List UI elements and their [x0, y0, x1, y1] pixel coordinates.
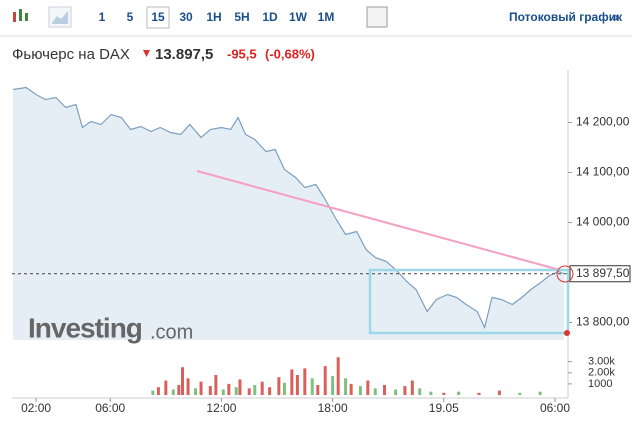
period-button[interactable]: 15 [151, 10, 165, 24]
period-button[interactable]: 5 [127, 10, 134, 24]
table-icon[interactable] [366, 6, 388, 28]
plot: 13 800,00 14 000,00 14 100,00 14 200,00 1000… [12, 70, 631, 415]
last-price-label: 13 897,50 [576, 266, 630, 280]
icon-part [25, 13, 28, 21]
icon-part [13, 12, 16, 22]
volume-bar [247, 388, 251, 395]
change-pct: (-0,68%) [265, 46, 315, 61]
y-tick-label: 14 200,00 [576, 115, 630, 129]
volume-bar [290, 369, 294, 395]
watermark-suffix: .com [150, 321, 193, 343]
volume-bar [277, 377, 281, 395]
volume-bar [234, 387, 238, 395]
volume-bar [383, 385, 387, 395]
x-tick-label: 18:00 [318, 401, 348, 415]
down-arrow [143, 50, 150, 57]
drawing-handle[interactable] [556, 265, 574, 283]
volume-bar [186, 378, 190, 395]
volume-bar [260, 381, 264, 395]
y2-tick-label: 1000 [588, 378, 612, 390]
volume-bar [310, 378, 314, 395]
volume-bar [316, 385, 320, 395]
volume-bar [238, 379, 242, 395]
volume-bar [410, 380, 414, 395]
volume-bar [268, 387, 272, 395]
volume-bar [208, 386, 212, 395]
volume-bar [358, 386, 362, 395]
volume-bar [497, 390, 501, 395]
volume-bar [303, 368, 307, 395]
volume-bar [331, 376, 335, 395]
instrument-name: Фьючерс на DAX [12, 46, 130, 63]
volume-bar [295, 375, 299, 395]
volume-bar [457, 391, 461, 395]
volume-bar [477, 392, 481, 395]
period-button[interactable]: 1M [318, 10, 335, 24]
y-tick-label: 14 100,00 [576, 165, 630, 179]
y-tick-label: 13 800,00 [576, 315, 630, 329]
price: 13.897,5 [155, 46, 213, 63]
last-price-box [569, 265, 631, 283]
trend-drawing[interactable] [196, 170, 561, 271]
volume-bar [282, 382, 286, 395]
volume-bar [366, 380, 370, 395]
period-button[interactable]: 5H [234, 10, 249, 24]
volume-bar [181, 367, 185, 395]
volume-bar [177, 385, 181, 395]
period-button[interactable]: 30 [179, 10, 193, 24]
volume-bar [442, 392, 446, 395]
volume-bar [151, 390, 155, 395]
rect-drawing[interactable] [368, 268, 570, 335]
volume-bar [221, 389, 225, 395]
x-tick-label: 06:00 [95, 401, 125, 415]
change: -95,5 [227, 46, 257, 61]
watermark: Investing [28, 312, 142, 343]
x-tick-label: 02:00 [21, 401, 51, 415]
y-tick-label: 14 000,00 [576, 215, 630, 229]
volume-bar [253, 385, 257, 395]
area-fill [13, 87, 565, 340]
period-button[interactable]: 1H [206, 10, 221, 24]
volume-bar [227, 383, 231, 395]
volume-bar [164, 380, 168, 395]
price-line [13, 86, 565, 330]
y2-tick-label: 2.00k [588, 367, 615, 379]
x-tick-label: 19.05 [429, 401, 459, 415]
volume-bar [394, 389, 398, 395]
period-button[interactable]: 1 [99, 10, 106, 24]
icon-part [52, 11, 68, 24]
volume-bar [418, 388, 422, 395]
volume-bar [193, 388, 197, 395]
volume-bar [336, 357, 340, 395]
icon-part [19, 9, 22, 21]
active-period [146, 6, 170, 29]
volume-bar [171, 389, 175, 395]
volume-bar [323, 366, 327, 395]
volume-bar [403, 386, 407, 395]
area-icon[interactable] [48, 6, 72, 28]
x-tick-label: 12:00 [206, 401, 236, 415]
volume-bar [518, 392, 522, 395]
volume-bar [373, 388, 377, 395]
volume-bar [429, 391, 433, 395]
volume-bar [344, 378, 348, 395]
volume-bar [349, 383, 353, 395]
x-tick-label: 06:00 [540, 401, 570, 415]
volume-bar [199, 381, 203, 395]
candle-icon[interactable] [13, 9, 28, 22]
period-button[interactable]: 1D [262, 10, 278, 24]
stream-link[interactable]: Потоковый график [509, 10, 623, 24]
stream-arrow[interactable]: » [612, 10, 619, 24]
volume-bar [214, 375, 218, 395]
toolbar: 1 5 15 30 1H 5H 1D 1W 1M [99, 6, 335, 29]
drawing-handle[interactable] [564, 330, 570, 336]
period-button[interactable]: 1W [289, 10, 308, 24]
volume-bar [156, 387, 160, 395]
y2-tick-label: 3.00k [588, 356, 615, 368]
volume-bar [538, 391, 542, 395]
